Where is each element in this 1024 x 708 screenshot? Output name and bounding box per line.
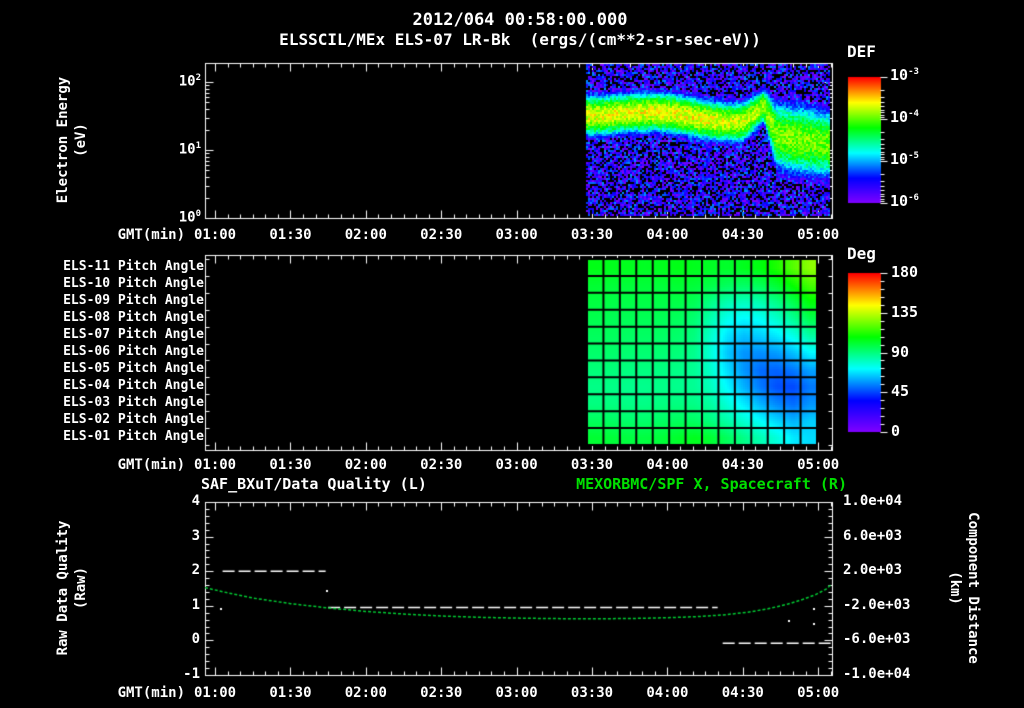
quality-title: SAF_BXuT/Data Quality (L) [201,475,427,493]
def-tick-label: 10-5 [890,150,919,168]
pitch-row-label: ELS-10 Pitch Angle [63,276,204,292]
pitch-row-label: ELS-05 Pitch Angle [63,360,204,376]
energy-tick-label: 101 [178,141,201,158]
gmt-tick-label: 01:00 [193,457,237,473]
distance-tick-label: 6.0e+03 [843,527,903,544]
def-tick-label: 10-3 [890,66,919,84]
pitch-row-label: ELS-07 Pitch Angle [63,327,204,343]
quality-axis-label: Raw Data Quality (Raw) [54,520,89,656]
gmt-tick-label: 05:00 [797,457,840,473]
deg-tick-label: 135 [891,302,919,321]
gmt-tick-label: 01:30 [269,227,312,243]
distance-tick-label: -2.0e+03 [843,596,911,613]
gmt-tick-label: 02:30 [420,227,463,243]
gmt-tick-label: 03:30 [570,685,614,701]
deg-tick-label: 180 [891,263,919,281]
gmt-tick-label: 02:00 [344,457,387,473]
distance-tick-label: 2.0e+03 [843,562,903,579]
title-datetime: 2012/064 00:58:00.000 [412,10,628,30]
distance-tick-label: -6.0e+03 [843,631,911,648]
pitch-row-label: ELS-08 Pitch Angle [63,310,204,326]
title-instrument: ELSSCIL/MEx ELS-07 LR-Bk (ergs/(cm**2-sr… [279,30,761,49]
gmt-tick-label: 04:30 [721,457,764,473]
gmt-tick-label: 02:00 [344,685,387,701]
deg-tick-label: 45 [891,382,910,401]
gmt-axis-label-bot: GMT(min) [117,685,185,701]
gmt-tick-label: 01:30 [269,685,312,701]
gmt-axis-label-top: GMT(min) [117,227,185,243]
gmt-tick-label: 03:30 [570,227,614,243]
gmt-tick-label: 04:30 [721,227,764,243]
pitch-row-label: ELS-06 Pitch Angle [63,344,204,359]
gmt-tick-label: 03:00 [495,685,538,701]
deg-tick-label: 90 [891,342,910,361]
pitch-row-label: ELS-11 Pitch Angle [63,259,204,275]
spacecraft-title: MEXORBMC/SPF X, Spacecraft (R) [576,475,847,493]
quality-tick-label: 0 [191,631,200,648]
gmt-tick-label: 01:00 [193,227,237,243]
gmt-tick-label: 04:00 [646,685,689,701]
pitch-row-label: ELS-01 Pitch Angle [63,428,204,444]
gmt-tick-label: 02:30 [420,457,463,473]
gmt-tick-label: 04:00 [646,227,689,243]
gmt-tick-label: 02:00 [344,227,387,243]
def-tick-label: 10-6 [890,192,919,210]
gmt-axis-label-mid: GMT(min) [117,457,185,473]
quality-tick-label: -1 [183,666,200,682]
pitch-row-label: ELS-09 Pitch Angle [63,293,204,309]
gmt-tick-label: 04:30 [721,685,764,701]
def-tick-label: 10-4 [890,108,919,126]
distance-tick-label: 1.0e+04 [843,493,903,509]
gmt-tick-label: 03:00 [495,227,538,243]
deg-colorbar-label: Deg [847,244,876,263]
energy-tick-label: 100 [178,209,201,226]
deg-tick-label: 0 [891,422,901,440]
energy-axis-label: Electron Energy (eV) [54,76,89,204]
pitch-row-label: ELS-04 Pitch Angle [63,377,204,393]
distance-tick-label: -1.0e+04 [843,666,911,682]
distance-axis-label: Component Distance (km) [947,512,982,664]
quality-tick-label: 4 [191,493,200,509]
gmt-tick-label: 02:30 [420,685,463,701]
pitch-row-label: ELS-02 Pitch Angle [63,411,204,427]
gmt-tick-label: 05:00 [797,227,840,243]
pitch-row-label: ELS-03 Pitch Angle [63,394,204,410]
gmt-tick-label: 03:00 [495,457,538,473]
gmt-tick-label: 04:00 [646,457,689,473]
gmt-tick-label: 03:30 [570,457,614,473]
gmt-tick-label: 01:30 [269,457,312,473]
energy-tick-label: 102 [178,73,201,90]
gmt-tick-label: 05:00 [797,685,840,701]
quality-tick-label: 3 [191,527,200,544]
quality-tick-label: 2 [191,562,200,579]
gmt-tick-label: 01:00 [193,685,237,701]
def-colorbar-label: DEF [847,42,876,61]
quality-tick-label: 1 [191,596,200,613]
